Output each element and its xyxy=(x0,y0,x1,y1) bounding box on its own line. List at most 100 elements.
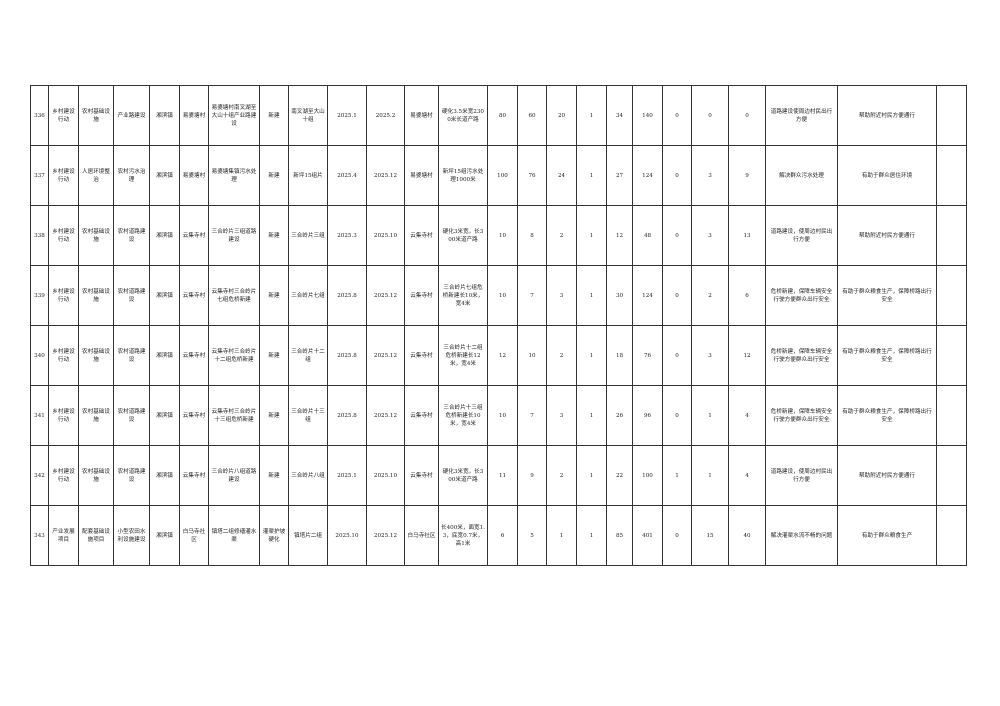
table-cell: 镇塔片二组 xyxy=(288,505,328,566)
table-cell: 云集寺村 xyxy=(179,265,209,326)
table-cell: 解决群众污水处理 xyxy=(765,145,838,206)
table-cell: 0 xyxy=(728,85,766,146)
table-cell: 新建 xyxy=(259,265,289,326)
table-cell: 三合岭片十三组 xyxy=(288,385,328,446)
table-cell: 13 xyxy=(728,205,766,266)
table-cell: 4 xyxy=(728,445,766,506)
table-cell: 2025.8 xyxy=(327,325,367,386)
table-cell: 农村道路建设 xyxy=(113,325,150,386)
table-row: 343 产业发展项目 配套基础设施项目 小型农田水利设施建设 湘滨镇 白马寺社区 镇塔二组修… xyxy=(30,505,967,566)
table-cell: 34 xyxy=(606,85,633,146)
table-cell: 96 xyxy=(632,385,663,446)
table-cell: 124 xyxy=(632,265,663,326)
table-cell: 帮助附近村民方便通行 xyxy=(837,445,937,506)
table-cell: 1 xyxy=(691,385,729,446)
table-cell: 云集寺村 xyxy=(179,205,209,266)
table-cell: 1 xyxy=(576,205,607,266)
table-cell: 有助于群众粮食生产，保障桥路出行安全 xyxy=(837,385,937,446)
table-cell: 湘滨镇 xyxy=(149,265,180,326)
table-cell: 4 xyxy=(728,385,766,446)
table-row: 342 乡村建设行动 农村基础设施 农村道路建设 湘滨镇 云集寺村 三合岭片八组道路建设 新建… xyxy=(30,445,967,506)
table-cell: 湘滨镇 xyxy=(149,445,180,506)
table-cell: 1 xyxy=(576,385,607,446)
table-cell: 0 xyxy=(662,85,692,146)
table-cell: 有助于群众粮食生产 xyxy=(837,505,937,566)
table-cell: 易婆塘集镇污水处理 xyxy=(208,145,260,206)
table-cell: 7 xyxy=(517,385,547,446)
table-cell: 新建 xyxy=(259,205,289,266)
table-cell: 人居环境整治 xyxy=(78,145,114,206)
table-cell: 337 xyxy=(30,145,49,206)
table-cell: 9 xyxy=(728,145,766,206)
table-cell: 乡村建设行动 xyxy=(48,445,79,506)
table-cell: 乡村建设行动 xyxy=(48,325,79,386)
table-cell: 1 xyxy=(576,445,607,506)
table-cell: 新建 xyxy=(259,85,289,146)
table-cell: 2025.12 xyxy=(366,265,405,326)
table-cell: 338 xyxy=(30,205,49,266)
table-cell: 乡村建设行动 xyxy=(48,205,79,266)
table-cell: 3 xyxy=(691,145,729,206)
table-cell: 新建 xyxy=(259,325,289,386)
table-cell: 农村基础设施 xyxy=(78,325,114,386)
table-cell: 2025.10 xyxy=(366,205,405,266)
table-cell: 1 xyxy=(662,445,692,506)
table-cell: 2025.10 xyxy=(366,445,405,506)
table-cell: 0 xyxy=(662,385,692,446)
table-cell: 15 xyxy=(691,505,729,566)
table-cell xyxy=(936,205,967,266)
table-cell: 小型农田水利设施建设 xyxy=(113,505,150,566)
table-cell: 2025.1 xyxy=(327,85,367,146)
table-cell: 道路建设，使周边村民出行方便 xyxy=(765,205,838,266)
table-cell: 85 xyxy=(606,505,633,566)
table-cell: 三合岭片八组 xyxy=(288,445,328,506)
table-cell: 产业发展项目 xyxy=(48,505,79,566)
table-cell: 10 xyxy=(487,385,518,446)
table-cell: 易婆塘村 xyxy=(179,85,209,146)
table-cell: 三合岭片十二组危桥新建长12米，宽4米 xyxy=(438,325,488,386)
table-cell: 343 xyxy=(30,505,49,566)
table-cell: 南叉湖至大山十组 xyxy=(288,85,328,146)
table-cell: 白马寺社区 xyxy=(179,505,209,566)
table-cell xyxy=(936,505,967,566)
table-cell: 云集寺村 xyxy=(404,265,439,326)
table-cell: 336 xyxy=(30,85,49,146)
table-cell: 8 xyxy=(517,205,547,266)
table-cell xyxy=(936,145,967,206)
table-cell: 80 xyxy=(487,85,518,146)
table-cell: 48 xyxy=(632,205,663,266)
table-cell: 0 xyxy=(662,265,692,326)
table-cell: 云集寺村三合岭片十三组危桥新建 xyxy=(208,385,260,446)
table-cell: 湘滨镇 xyxy=(149,145,180,206)
table-cell: 云集寺村三合岭片七组危桥新建 xyxy=(208,265,260,326)
project-table: 336 乡村建设行动 农村基础设施 产业路建设 湘滨镇 易婆塘村 易婆塘村南叉湖至大山十组产… xyxy=(30,85,967,566)
table-cell: 2025.12 xyxy=(366,505,405,566)
table-cell: 解决灌渠水流不畅的问题 xyxy=(765,505,838,566)
table-cell: 5 xyxy=(517,505,547,566)
table-cell: 2 xyxy=(546,205,577,266)
table-cell: 339 xyxy=(30,265,49,326)
table-cell: 配套基础设施项目 xyxy=(78,505,114,566)
table-cell xyxy=(936,325,967,386)
table-cell: 2025.4 xyxy=(327,145,367,206)
table-cell: 2025.3 xyxy=(327,205,367,266)
table-cell: 3 xyxy=(546,385,577,446)
table-cell: 1 xyxy=(576,505,607,566)
table-cell: 7 xyxy=(517,265,547,326)
table-row: 339 乡村建设行动 农村基础设施 农村道路建设 湘滨镇 云集寺村 云集寺村三合岭片七组危桥… xyxy=(30,265,967,326)
table-cell: 140 xyxy=(632,85,663,146)
table-cell: 新建 xyxy=(259,445,289,506)
table-row: 341 乡村建设行动 农村基础设施 农村道路建设 湘滨镇 云集寺村 云集寺村三合岭片十三组危… xyxy=(30,385,967,446)
table-cell: 易婆塘村 xyxy=(404,145,439,206)
table-row: 336 乡村建设行动 农村基础设施 产业路建设 湘滨镇 易婆塘村 易婆塘村南叉湖至大山十组产… xyxy=(30,85,967,146)
table-cell: 2025.12 xyxy=(366,325,405,386)
table-cell: 24 xyxy=(546,145,577,206)
table-cell: 401 xyxy=(632,505,663,566)
table-row: 338 乡村建设行动 农村基础设施 农村道路建设 湘滨镇 云集寺村 三合岭片三组道路建设 新建… xyxy=(30,205,967,266)
table-cell: 农村基础设施 xyxy=(78,85,114,146)
table-cell: 新坪15组污水处理1000米 xyxy=(438,145,488,206)
table-cell: 湘滨镇 xyxy=(149,385,180,446)
table-cell: 硬化3米宽，长300米道产路 xyxy=(438,445,488,506)
table-cell: 76 xyxy=(517,145,547,206)
table-cell: 2025.1 xyxy=(327,445,367,506)
